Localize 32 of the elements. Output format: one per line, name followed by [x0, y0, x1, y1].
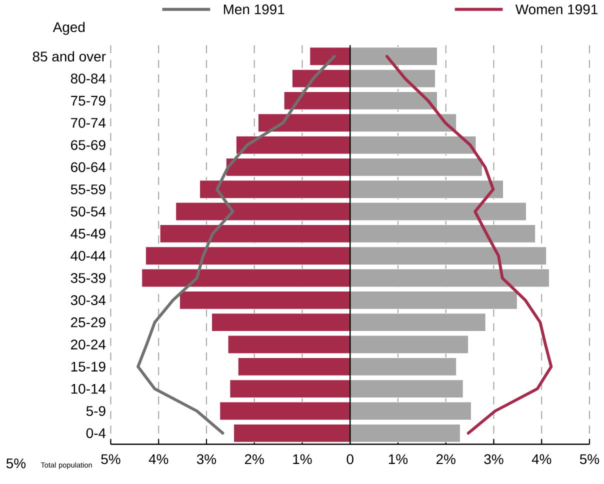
x-tick-label: 1% — [293, 454, 312, 464]
y-tick-label: 55-59 — [70, 184, 106, 194]
y-tick-label: 45-49 — [70, 228, 106, 239]
y-tick-label: 5-9 — [86, 406, 106, 416]
y-tick-label: 35-39 — [70, 273, 106, 283]
x-tick-label: 2% — [244, 454, 264, 464]
y-tick-label: 10-14 — [71, 384, 106, 394]
y-tick-label: 20-24 — [71, 340, 106, 350]
legend-label: Men 1991 — [224, 4, 284, 14]
x-tick-label: 0 — [346, 454, 354, 464]
y-tick-label: 40-44 — [70, 250, 106, 261]
x-tick-label: 3% — [196, 454, 216, 464]
x-tick-label: 3% — [484, 454, 504, 464]
y-tick-label: 60-64 — [71, 162, 106, 172]
x-tick-label: 5% — [101, 454, 120, 464]
x-tick-label: 4% — [532, 454, 552, 464]
y-tick-label: 85 and over — [32, 51, 106, 62]
x-tick-label: 4% — [148, 454, 168, 464]
y-tick-label: 50-54 — [70, 206, 106, 216]
y-tick-label: 70-74 — [71, 118, 106, 128]
y-tick-label: 75-79 — [71, 96, 106, 106]
legend-label: Women 1991 — [515, 4, 598, 14]
y-tick-label: 15-19 — [71, 362, 106, 372]
y-tick-label: 30-34 — [70, 295, 106, 306]
y-tick-label: 65-69 — [71, 140, 106, 150]
x-tick-label: 1% — [388, 454, 408, 464]
y-tick-label: 0-4 — [86, 428, 106, 438]
x-tick-label: 2% — [436, 454, 456, 464]
y-axis-title: Aged — [52, 22, 85, 35]
x-tick-label: 5% — [580, 454, 600, 464]
y-tick-label: 25-29 — [71, 317, 106, 328]
y-tick-label: 80-84 — [70, 74, 106, 84]
